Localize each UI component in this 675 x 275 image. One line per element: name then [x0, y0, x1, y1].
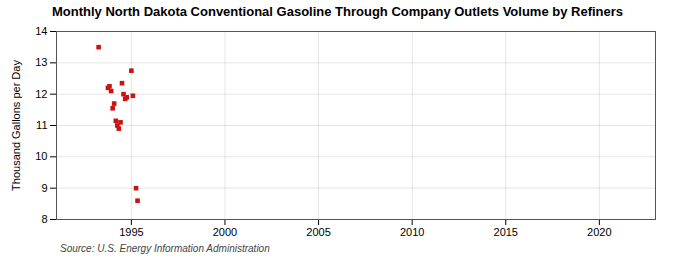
svg-text:13: 13: [35, 56, 47, 68]
html-text:Monthly North Dakota Conventio: Monthly North Dakota Conventional Gasoli…: [52, 4, 623, 19]
svg-text:11: 11: [36, 119, 47, 131]
svg-text:12: 12: [35, 88, 47, 100]
svg-text:2020: 2020: [587, 226, 611, 238]
svg-text:8: 8: [41, 213, 47, 225]
svg-text:2000: 2000: [213, 226, 237, 238]
svg-text:2010: 2010: [400, 226, 424, 238]
svg-text:1995: 1995: [119, 226, 143, 238]
svg-text:14: 14: [35, 25, 47, 37]
svg-text:9: 9: [41, 182, 47, 194]
svg-text:Thousand Gallons per Day: Thousand Gallons per Day: [10, 60, 22, 191]
html-text:Source: U.S. Energy Informatio: Source: U.S. Energy Information Administ…: [60, 243, 270, 254]
svg-text:10: 10: [35, 150, 47, 162]
svg-text:2015: 2015: [494, 226, 518, 238]
svg-text:2005: 2005: [306, 226, 330, 238]
